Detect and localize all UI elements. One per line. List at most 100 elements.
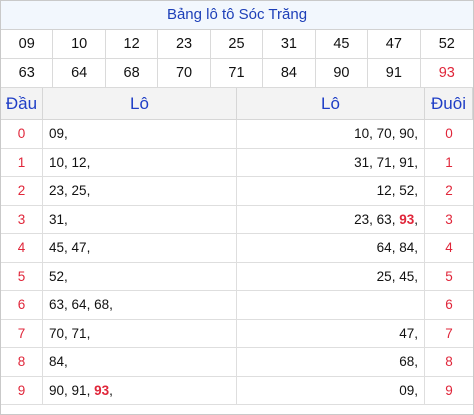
result-number: 31 xyxy=(263,30,316,59)
header-dau: Đầu xyxy=(1,88,43,120)
lo-left-cell: 70, 71, xyxy=(43,319,237,348)
loto-number: 47 xyxy=(71,240,87,255)
result-number: 70 xyxy=(158,59,211,88)
loto-number: 31 xyxy=(49,211,65,227)
loto-number: 64 xyxy=(71,297,87,312)
loto-number: 52 xyxy=(399,183,415,198)
lo-right-cell xyxy=(237,291,425,320)
result-number: 84 xyxy=(263,59,316,88)
table-title: Bảng lô tô Sóc Trăng xyxy=(1,1,473,30)
dau-cell: 1 xyxy=(1,148,43,177)
loto-number: 45 xyxy=(49,240,65,255)
result-number: 52 xyxy=(420,30,473,59)
loto-number: 25 xyxy=(376,268,392,284)
result-number: 09 xyxy=(1,30,54,59)
loto-number: 10 xyxy=(354,126,370,141)
duoi-cell: 2 xyxy=(425,177,473,206)
header-lo-right: Lô xyxy=(237,88,425,120)
loto-number: 71 xyxy=(376,154,392,170)
loto-number: 84 xyxy=(399,240,415,255)
result-number: 63 xyxy=(1,59,54,88)
loto-number: 93 xyxy=(94,382,110,398)
loto-grid: Đầu Lô Lô Đuôi 0 09, 10, 70, 90, 0 1 10, 12, 3… xyxy=(1,88,473,405)
lo-left-cell: 23, 25, xyxy=(43,177,237,206)
lo-right-cell: 31, 71, 91, xyxy=(237,148,425,177)
dau-cell: 6 xyxy=(1,291,43,320)
loto-number: 71 xyxy=(71,325,87,341)
header-duoi: Đuôi xyxy=(425,88,473,120)
dau-cell: 4 xyxy=(1,234,43,263)
loto-number: 09 xyxy=(49,126,65,141)
result-number: 71 xyxy=(210,59,264,88)
lo-right-cell: 64, 84, xyxy=(237,234,425,263)
dau-cell: 2 xyxy=(1,177,43,206)
lo-right-cell: 10, 70, 90, xyxy=(237,120,425,149)
lo-left-cell: 45, 47, xyxy=(43,234,237,263)
result-number: 12 xyxy=(105,30,159,59)
loto-number: 23 xyxy=(354,211,370,227)
loto-number: 52 xyxy=(49,268,65,284)
header-lo-left: Lô xyxy=(43,88,237,120)
lo-right-cell: 09, xyxy=(237,376,425,405)
loto-number: 45 xyxy=(399,268,415,284)
result-numbers-grid: 09 10 12 23 25 31 45 47 52 63 64 68 70 71 84 90 91 93 xyxy=(1,30,473,88)
duoi-cell: 3 xyxy=(425,206,473,234)
result-number: 45 xyxy=(315,30,369,59)
duoi-cell: 0 xyxy=(425,120,473,149)
loto-number: 23 xyxy=(49,183,65,198)
dau-cell: 9 xyxy=(1,376,43,405)
duoi-cell: 4 xyxy=(425,234,473,263)
dau-cell: 5 xyxy=(1,262,43,291)
loto-number: 09 xyxy=(399,382,415,398)
loto-number: 10 xyxy=(49,154,65,170)
duoi-cell: 5 xyxy=(425,263,473,291)
loto-number: 91 xyxy=(399,154,415,170)
dau-cell: 0 xyxy=(1,120,43,149)
lo-left-cell: 90, 91, 93, xyxy=(43,376,237,405)
duoi-cell: 1 xyxy=(425,149,473,177)
lo-left-cell: 09, xyxy=(43,120,237,149)
result-number: 93 xyxy=(420,59,473,88)
lo-left-cell: 84, xyxy=(43,348,237,377)
lo-right-cell: 12, 52, xyxy=(237,177,425,206)
loto-number: 93 xyxy=(399,211,415,227)
loto-number: 90 xyxy=(49,382,65,398)
loto-number: 25 xyxy=(71,183,87,198)
duoi-cell: 8 xyxy=(425,348,473,377)
duoi-cell: 6 xyxy=(425,291,473,320)
loto-number: 84 xyxy=(49,354,65,369)
lo-right-cell: 68, xyxy=(237,348,425,377)
loto-number: 63 xyxy=(376,211,392,227)
loto-number: 31 xyxy=(354,154,370,170)
loto-number: 70 xyxy=(49,325,65,341)
result-number: 64 xyxy=(53,59,106,88)
loto-number: 68 xyxy=(399,354,415,369)
loto-number: 90 xyxy=(399,126,415,141)
loto-number: 47 xyxy=(399,325,415,341)
lo-left-cell: 31, xyxy=(43,205,237,234)
lo-right-cell: 23, 63, 93, xyxy=(237,205,425,234)
loto-number: 91 xyxy=(71,382,87,398)
result-number: 10 xyxy=(53,30,106,59)
duoi-cell: 9 xyxy=(425,377,473,405)
loto-number: 12 xyxy=(376,183,392,198)
result-number: 25 xyxy=(210,30,264,59)
dau-cell: 8 xyxy=(1,348,43,377)
lo-left-cell: 63, 64, 68, xyxy=(43,291,237,320)
loto-number: 12 xyxy=(71,154,87,170)
lo-left-cell: 52, xyxy=(43,262,237,291)
result-number: 68 xyxy=(105,59,159,88)
loto-number: 64 xyxy=(376,240,392,255)
dau-cell: 3 xyxy=(1,205,43,234)
lo-right-cell: 47, xyxy=(237,319,425,348)
result-number: 91 xyxy=(368,59,421,88)
result-number: 90 xyxy=(315,59,369,88)
lo-right-cell: 25, 45, xyxy=(237,262,425,291)
loto-number: 68 xyxy=(94,297,110,312)
loto-number: 63 xyxy=(49,297,65,312)
loto-number: 70 xyxy=(376,126,392,141)
lo-left-cell: 10, 12, xyxy=(43,148,237,177)
duoi-cell: 7 xyxy=(425,320,473,348)
result-number: 23 xyxy=(158,30,211,59)
